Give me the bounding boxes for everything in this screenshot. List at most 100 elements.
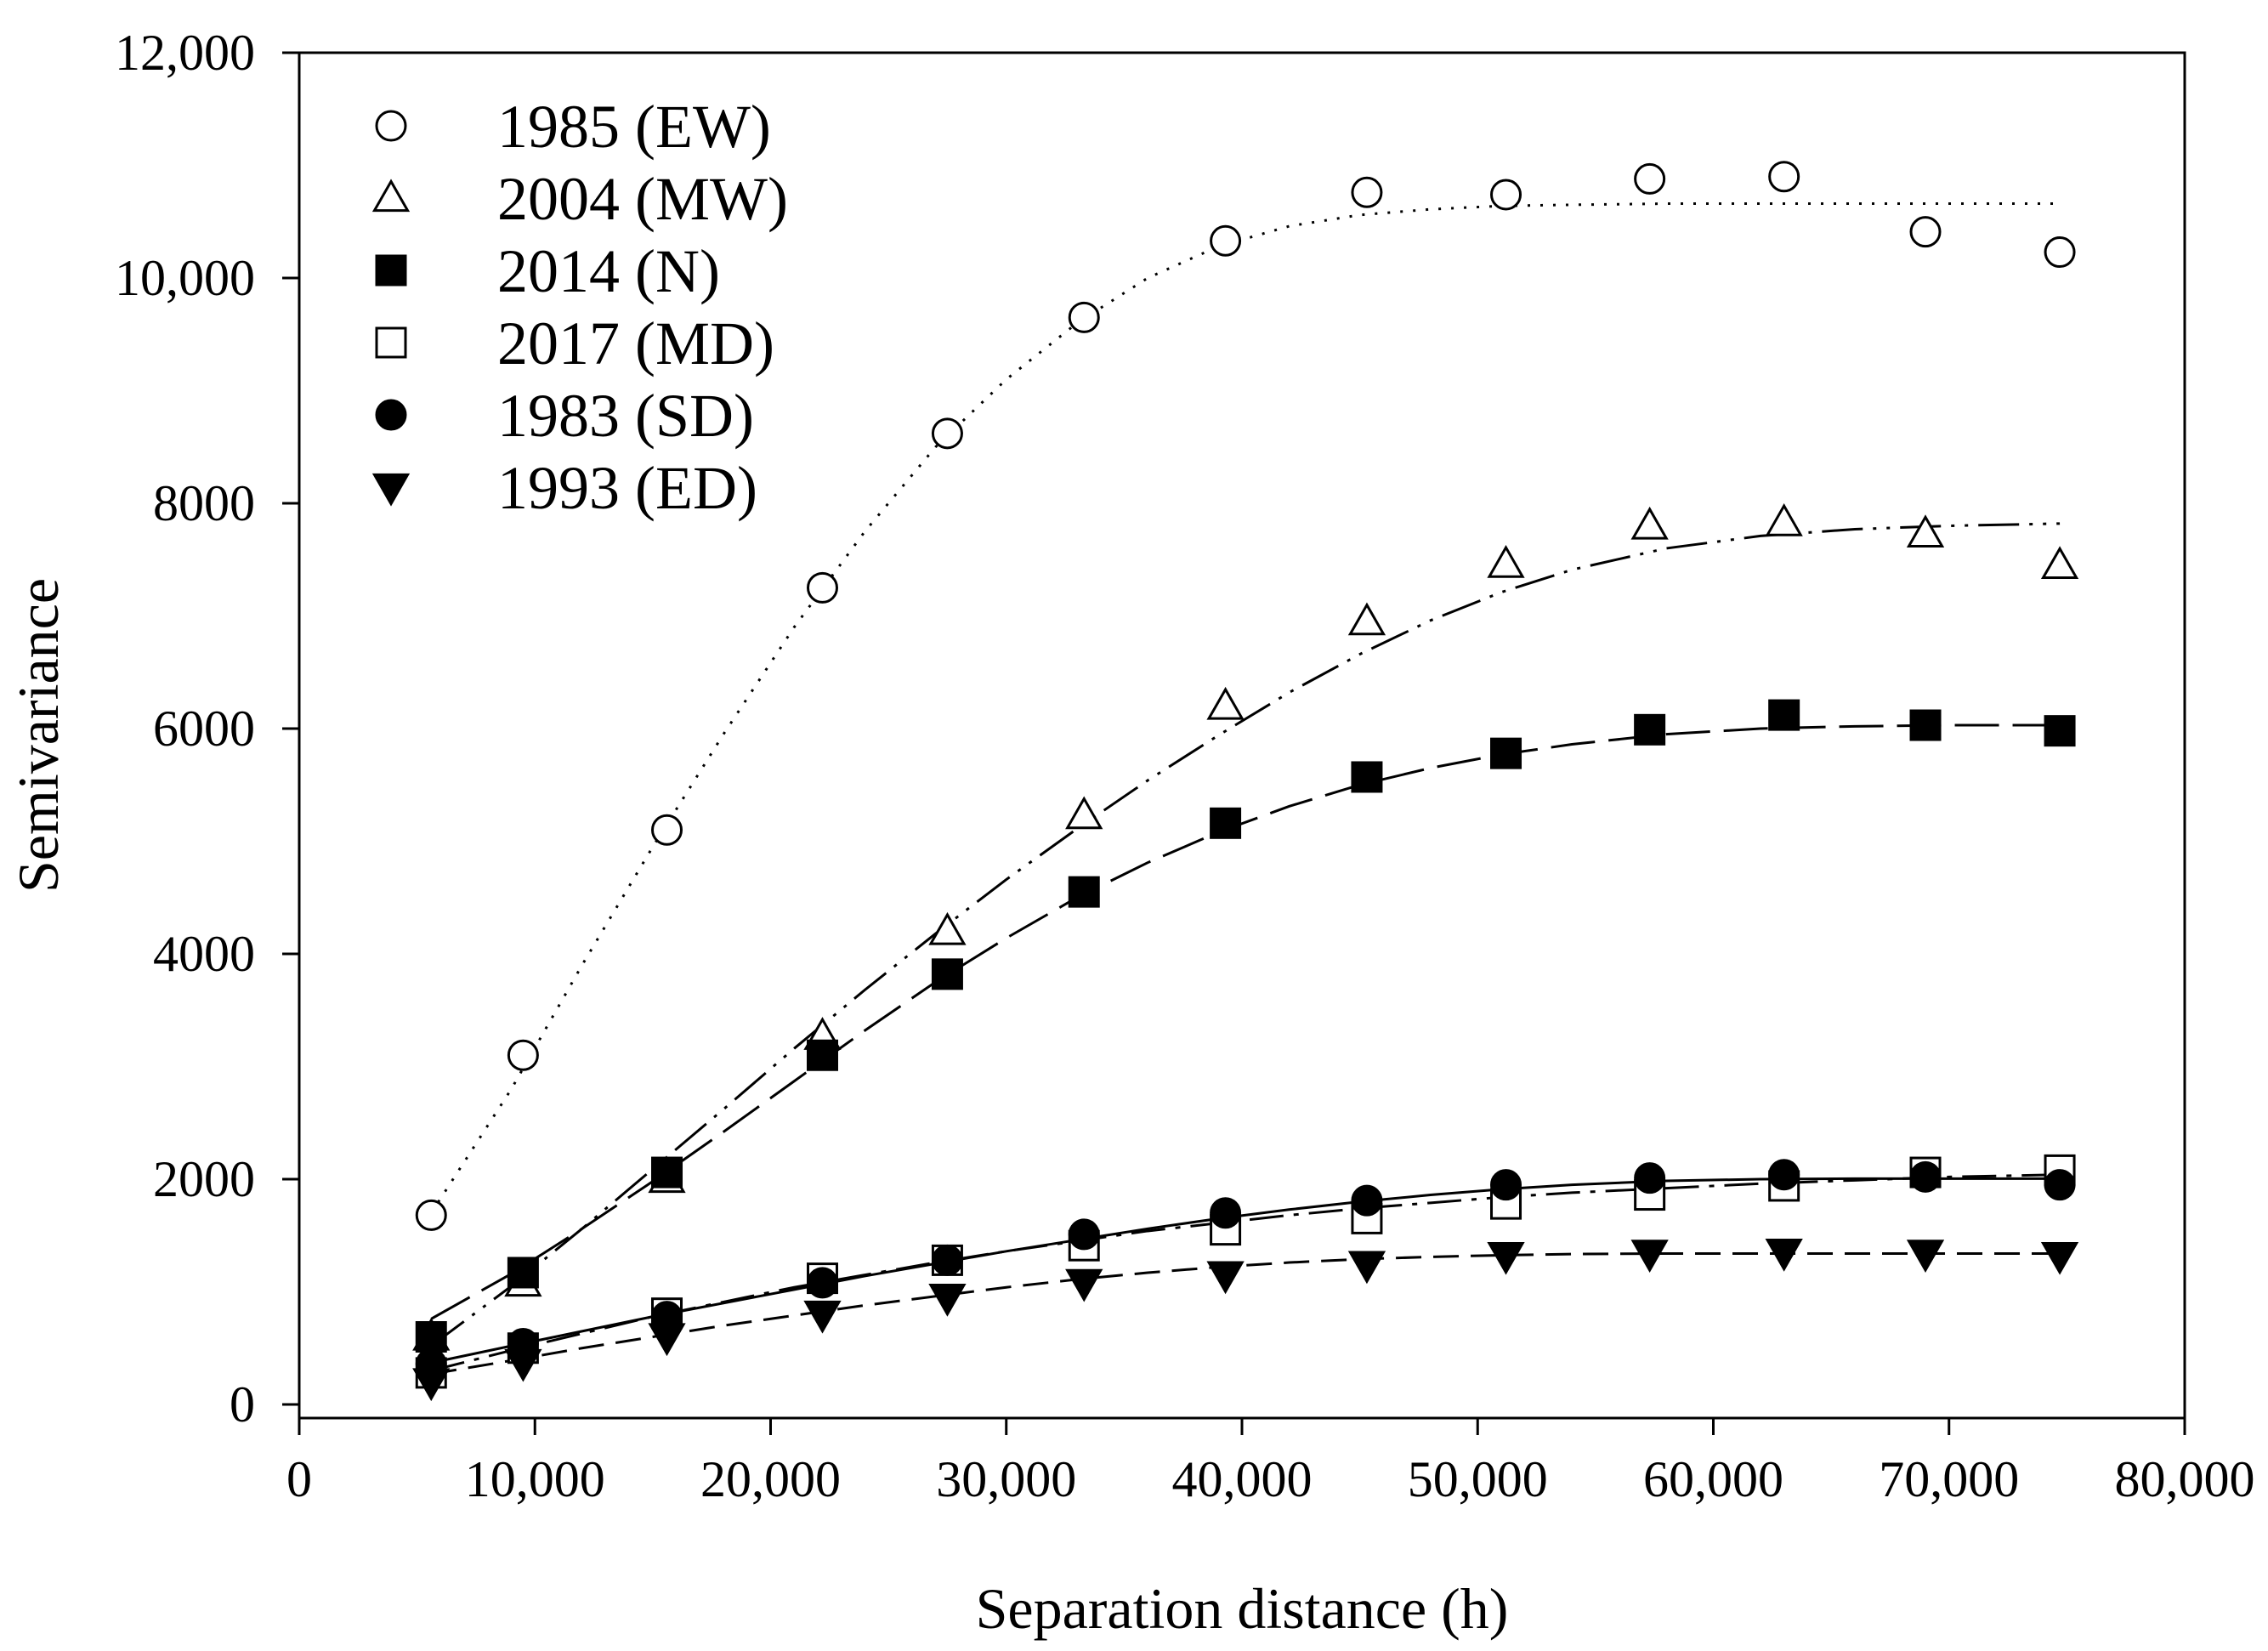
legend-label: 1993 (ED) (497, 454, 757, 522)
data-point (1351, 1184, 1383, 1217)
x-tick-label: 60,000 (1643, 1451, 1783, 1507)
data-point (1768, 699, 1800, 731)
data-point (1630, 506, 1669, 540)
data-point (1210, 807, 1242, 839)
data-point (1490, 737, 1522, 769)
y-tick-label: 12,000 (115, 25, 255, 81)
series-5-points (412, 1238, 2079, 1402)
data-point (803, 1300, 842, 1334)
data-point (2044, 236, 2076, 269)
fit-line-series-4 (430, 1177, 2061, 1364)
y-tick-label: 2000 (153, 1151, 255, 1207)
data-point (648, 1323, 686, 1357)
data-point (928, 911, 967, 945)
data-point (1210, 1197, 1242, 1229)
x-tick-label: 80,000 (2115, 1451, 2255, 1507)
data-point (1906, 1240, 1945, 1274)
data-point (2044, 715, 2076, 747)
data-point (1909, 1160, 1942, 1193)
legend-label: 2014 (N) (497, 237, 720, 305)
data-point (412, 1368, 451, 1402)
data-point (1351, 176, 1383, 208)
data-point (931, 958, 963, 990)
data-point (1206, 686, 1245, 720)
legend-symbol (375, 399, 407, 431)
x-tick-label: 20,000 (700, 1451, 841, 1507)
data-point (1634, 713, 1666, 746)
data-point (1909, 216, 1942, 248)
data-point (2040, 546, 2079, 580)
legend-label: 1983 (SD) (497, 382, 754, 450)
series-2-points (415, 699, 2076, 1353)
legend-item: 1983 (SD) (375, 382, 754, 450)
x-axis: 0 10,000 20,000 30,000 40,000 50,000 60,000 70,… (286, 1418, 2255, 1507)
data-point (651, 814, 683, 846)
data-point (1068, 1218, 1100, 1251)
x-tick-label: 30,000 (936, 1451, 1076, 1507)
x-tick-label: 40,000 (1172, 1451, 1313, 1507)
legend: 1985 (EW)2004 (MW)2014 (N)2017 (MD)1983 … (371, 93, 788, 522)
data-point (928, 1283, 967, 1317)
data-point (1210, 224, 1242, 257)
y-axis-title: Semivariance (6, 578, 71, 893)
data-point (415, 1199, 447, 1231)
data-point (1206, 1261, 1245, 1295)
data-point (1490, 179, 1522, 211)
data-point (1765, 502, 1803, 536)
y-tick-label: 6000 (153, 701, 255, 757)
data-point (1068, 301, 1100, 333)
data-point (2040, 1241, 2079, 1275)
legend-label: 2004 (MW) (497, 165, 788, 233)
legend-item: 2004 (MW) (371, 165, 788, 233)
y-tick-label: 4000 (153, 926, 255, 982)
legend-item: 2014 (N) (375, 237, 720, 305)
data-points-layer (412, 161, 2079, 1402)
data-point (1768, 161, 1800, 193)
data-point (1487, 1241, 1525, 1275)
legend-symbol (375, 254, 407, 287)
data-point (1906, 514, 1945, 547)
data-point (806, 1039, 838, 1071)
series-0-points (415, 161, 2076, 1231)
x-tick-label: 70,000 (1879, 1451, 2019, 1507)
data-point (1487, 544, 1525, 578)
data-point (931, 1244, 963, 1276)
data-point (806, 571, 838, 604)
fit-line-series-2 (430, 723, 2061, 1320)
series-1-points (412, 502, 2079, 1351)
data-point (504, 1348, 542, 1382)
y-axis: 0 2000 4000 6000 8000 10,000 12,000 (115, 25, 299, 1433)
data-point (507, 1257, 539, 1289)
data-point (1630, 1240, 1669, 1274)
legend-symbol (375, 326, 407, 359)
data-point (507, 1039, 539, 1071)
x-tick-label: 0 (286, 1451, 312, 1507)
data-point (1065, 1268, 1103, 1302)
data-point (651, 1156, 683, 1189)
data-point (1065, 796, 1103, 830)
data-point (1347, 602, 1386, 636)
legend-label: 2017 (MD) (497, 309, 774, 377)
y-tick-label: 0 (230, 1376, 255, 1433)
x-tick-label: 50,000 (1408, 1451, 1548, 1507)
data-point (1768, 1159, 1800, 1191)
y-tick-label: 8000 (153, 475, 255, 531)
data-point (806, 1267, 838, 1299)
x-tick-label: 10,000 (465, 1451, 605, 1507)
data-point (1490, 1169, 1522, 1201)
data-point (1909, 709, 1942, 741)
y-tick-label: 10,000 (115, 250, 255, 306)
data-point (1634, 1162, 1666, 1194)
data-point (1634, 162, 1666, 195)
legend-item: 1993 (ED) (371, 454, 757, 522)
data-point (1351, 761, 1383, 793)
fit-lines-layer (430, 202, 2061, 1376)
data-point (415, 1321, 447, 1353)
legend-symbol (371, 473, 411, 507)
data-point (931, 417, 963, 450)
data-point (1068, 876, 1100, 908)
data-point (2044, 1169, 2076, 1201)
x-axis-title: Separation distance (h) (976, 1576, 1509, 1641)
